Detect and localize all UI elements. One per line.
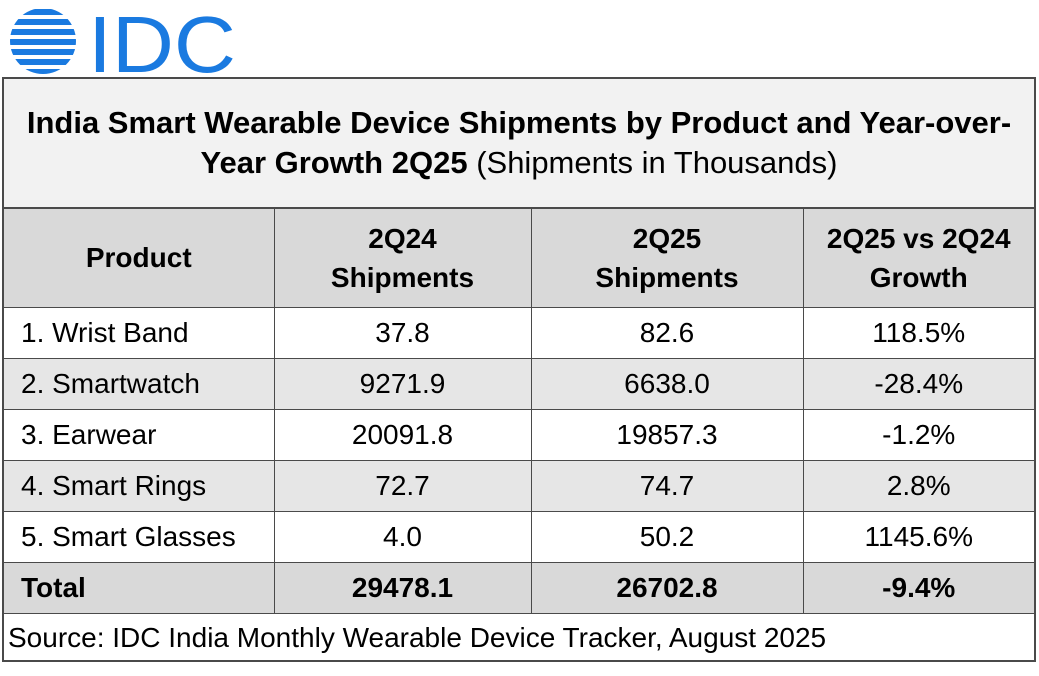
product-cell: 2. Smartwatch xyxy=(4,357,275,410)
value-cell: 37.8 xyxy=(273,306,532,359)
value-cell: 50.2 xyxy=(530,510,804,563)
title-bold: India Smart Wearable Device Shipments by… xyxy=(26,105,1012,180)
table-row: 2. Smartwatch 9271.9 6638.0 -28.4% xyxy=(4,357,1034,410)
table-frame: India Smart Wearable Device Shipments by… xyxy=(2,77,1036,662)
product-cell: 4. Smart Rings xyxy=(4,459,275,512)
title-units: (Shipments in Thousands) xyxy=(476,145,838,180)
table-row: 5. Smart Glasses 4.0 50.2 1145.6% xyxy=(4,510,1034,563)
globe-icon xyxy=(10,9,76,74)
total-value: 26702.8 xyxy=(530,561,804,614)
column-header-text: 2Q24 Shipments xyxy=(330,222,475,293)
value-cell: 20091.8 xyxy=(273,408,532,461)
table-row: 4. Smart Rings 72.7 74.7 2.8% xyxy=(4,459,1034,512)
column-header: Product xyxy=(4,209,275,308)
total-row: Total 29478.1 26702.8 -9.4% xyxy=(4,561,1034,614)
value-cell: 82.6 xyxy=(530,306,804,359)
column-header-text: 2Q25 Shipments xyxy=(595,222,739,293)
value-cell: 6638.0 xyxy=(530,357,804,410)
growth-cell: 118.5% xyxy=(802,306,1034,359)
product-cell: 3. Earwear xyxy=(4,408,275,461)
source-note: Source: IDC India Monthly Wearable Devic… xyxy=(4,613,1034,660)
total-growth: -9.4% xyxy=(802,561,1034,614)
value-cell: 72.7 xyxy=(273,459,532,512)
column-header: 2Q25 vs 2Q24 Growth xyxy=(802,209,1034,308)
shipments-table: Product 2Q24 Shipments 2Q25 Shipments 2Q… xyxy=(4,209,1034,614)
growth-cell: 1145.6% xyxy=(802,510,1034,563)
growth-cell: -28.4% xyxy=(802,357,1034,410)
value-cell: 19857.3 xyxy=(530,408,804,461)
table-title: India Smart Wearable Device Shipments by… xyxy=(4,103,1034,183)
growth-cell: 2.8% xyxy=(802,459,1034,512)
product-cell: 5. Smart Glasses xyxy=(4,510,275,563)
value-cell: 4.0 xyxy=(273,510,532,563)
value-cell: 9271.9 xyxy=(273,357,532,410)
growth-cell: -1.2% xyxy=(802,408,1034,461)
value-cell: 74.7 xyxy=(530,459,804,512)
table-title-box: India Smart Wearable Device Shipments by… xyxy=(4,79,1034,209)
total-label: Total xyxy=(4,561,275,614)
column-header: 2Q24 Shipments xyxy=(273,209,532,308)
total-value: 29478.1 xyxy=(273,561,532,614)
product-cell: 1. Wrist Band xyxy=(4,306,275,359)
table-row: 1. Wrist Band 37.8 82.6 118.5% xyxy=(4,306,1034,359)
table-row: 3. Earwear 20091.8 19857.3 -1.2% xyxy=(4,408,1034,461)
logo-wordmark: IDC xyxy=(88,6,236,76)
column-header: 2Q25 Shipments xyxy=(530,209,804,308)
header-row: Product 2Q24 Shipments 2Q25 Shipments 2Q… xyxy=(4,209,1034,308)
idc-logo: IDC xyxy=(10,6,236,76)
column-header-text: 2Q25 vs 2Q24 Growth xyxy=(826,222,1011,293)
